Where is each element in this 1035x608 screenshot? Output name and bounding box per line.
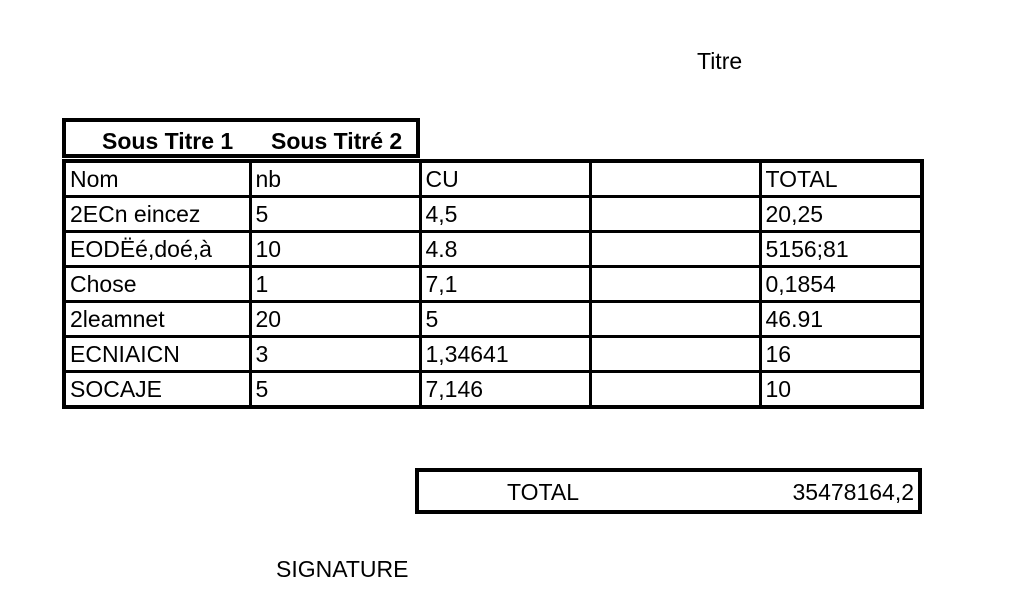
header-cu: CU	[418, 159, 592, 198]
page-title: Titre	[697, 48, 743, 74]
cell-empty	[588, 335, 762, 373]
grand-total-label: TOTAL	[507, 479, 579, 505]
header-nb: nb	[248, 159, 422, 198]
cell-nb: 3	[248, 335, 422, 373]
cell-nb: 5	[248, 370, 422, 409]
cell-nom: 2leamnet	[62, 300, 252, 338]
subtitle-box: Sous Titre 1 Sous Titré 2	[62, 118, 420, 158]
cell-empty	[588, 300, 762, 338]
table-row: 2leamnet 20 5 46.91	[62, 300, 924, 338]
cell-nb: 20	[248, 300, 422, 338]
cell-nom: 2ECn eincez	[62, 195, 252, 233]
cell-total: 16	[758, 335, 924, 373]
cell-total: 0,1854	[758, 265, 924, 303]
cell-empty	[588, 230, 762, 268]
subtitle-1: Sous Titre 1	[102, 128, 234, 154]
table-row: SOCAJE 5 7,146 10	[62, 370, 924, 409]
cell-total: 20,25	[758, 195, 924, 233]
header-nom: Nom	[62, 159, 252, 198]
cell-empty	[588, 195, 762, 233]
grand-total-box: TOTAL 35478164,2	[415, 468, 922, 514]
subtitle-2: Sous Titré 2	[271, 128, 403, 154]
cell-cu: 1,34641	[418, 335, 592, 373]
data-table: Nom nb CU TOTAL 2ECn eincez 5 4,5 20,25 …	[62, 159, 924, 409]
cell-cu: 7,146	[418, 370, 592, 409]
cell-nb: 5	[248, 195, 422, 233]
header-total: TOTAL	[758, 159, 924, 198]
header-empty	[588, 159, 762, 198]
grand-total-value: 35478164,2	[792, 479, 914, 505]
cell-cu: 5	[418, 300, 592, 338]
table-header-row: Nom nb CU TOTAL	[62, 159, 924, 198]
cell-cu: 4,5	[418, 195, 592, 233]
cell-total: 10	[758, 370, 924, 409]
cell-nb: 1	[248, 265, 422, 303]
table-row: EODËé,doé,à 10 4.8 5156;81	[62, 230, 924, 268]
cell-empty	[588, 265, 762, 303]
cell-total: 5156;81	[758, 230, 924, 268]
cell-nom: Chose	[62, 265, 252, 303]
signature-label: SIGNATURE	[276, 556, 409, 582]
cell-nom: ECNIAICN	[62, 335, 252, 373]
table-row: Chose 1 7,1 0,1854	[62, 265, 924, 303]
table-row: ECNIAICN 3 1,34641 16	[62, 335, 924, 373]
cell-total: 46.91	[758, 300, 924, 338]
cell-nom: SOCAJE	[62, 370, 252, 409]
cell-cu: 4.8	[418, 230, 592, 268]
table-row: 2ECn eincez 5 4,5 20,25	[62, 195, 924, 233]
cell-nom: EODËé,doé,à	[62, 230, 252, 268]
cell-nb: 10	[248, 230, 422, 268]
cell-empty	[588, 370, 762, 409]
cell-cu: 7,1	[418, 265, 592, 303]
